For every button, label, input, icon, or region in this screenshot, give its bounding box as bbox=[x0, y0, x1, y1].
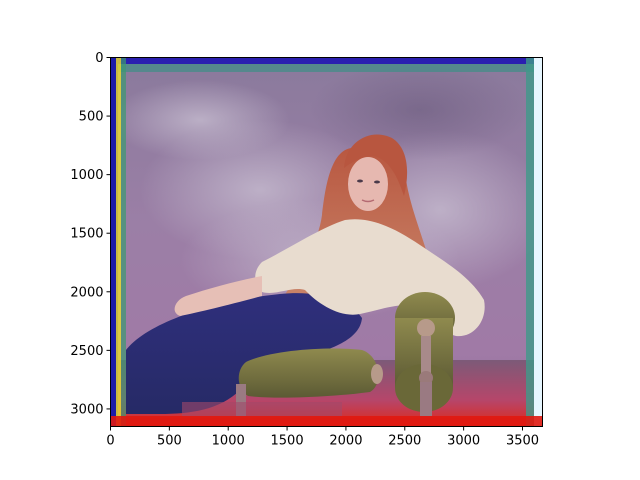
y-tick-label: 1000 bbox=[70, 168, 103, 183]
x-tick-label: 1000 bbox=[212, 434, 245, 449]
y-tick-label: 2000 bbox=[70, 285, 103, 300]
portrait-image bbox=[110, 58, 542, 427]
x-tick-label: 1500 bbox=[271, 434, 304, 449]
y-tick-label: 2500 bbox=[70, 344, 103, 359]
y-tick-label: 0 bbox=[95, 51, 103, 66]
x-tick-label: 3500 bbox=[506, 434, 539, 449]
x-tick-label: 3000 bbox=[447, 434, 480, 449]
y-tick-label: 3000 bbox=[70, 402, 103, 417]
x-tick-label: 2500 bbox=[388, 434, 421, 449]
y-axis: 0 500 1000 1500 2000 2500 3000 bbox=[70, 51, 111, 417]
y-tick-label: 500 bbox=[79, 110, 104, 125]
x-axis: 0 500 1000 1500 2000 2500 3000 3500 bbox=[106, 426, 539, 449]
x-tick-label: 0 bbox=[106, 434, 114, 449]
x-tick-label: 500 bbox=[157, 434, 182, 449]
axes-frame bbox=[110, 57, 543, 427]
x-tick-label: 2000 bbox=[329, 434, 362, 449]
y-tick-label: 1500 bbox=[70, 227, 103, 242]
